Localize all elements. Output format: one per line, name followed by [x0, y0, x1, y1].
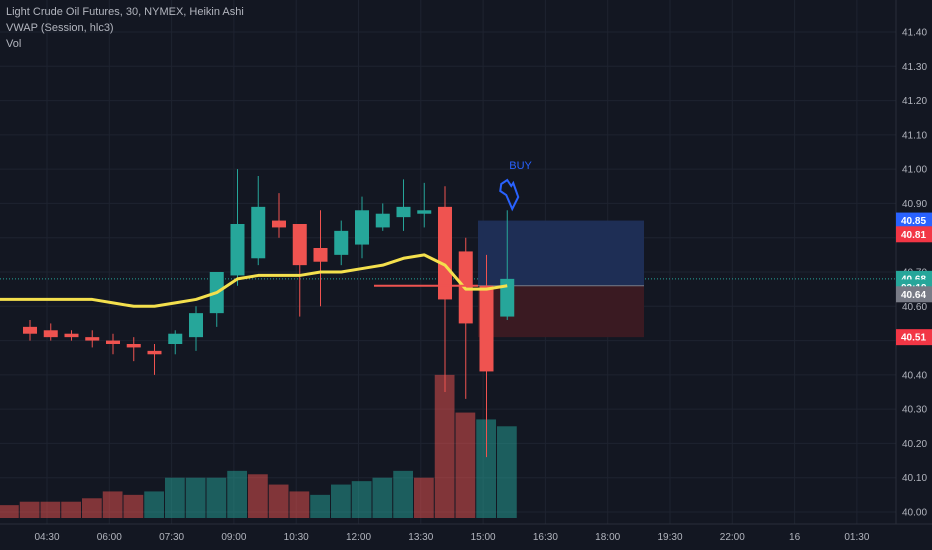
volume-bar	[19, 501, 40, 518]
volume-bar	[414, 477, 434, 518]
vwap-indicator-label[interactable]: VWAP (Session, hlc3)	[6, 22, 114, 34]
time-tick-label: 10:30	[284, 532, 309, 543]
volume-bar	[82, 498, 102, 518]
volume-bar	[40, 501, 61, 518]
candle-body	[292, 224, 307, 266]
candle-body	[147, 350, 162, 355]
time-tick-label: 22:00	[720, 532, 745, 543]
vwap-path	[0, 253, 508, 308]
volume-bar	[248, 474, 268, 518]
volume-bar	[331, 484, 351, 518]
candle-body	[126, 344, 141, 348]
volume-bar	[227, 470, 247, 518]
price-tick-label: 41.40	[902, 28, 927, 39]
time-tick-label: 15:00	[471, 532, 496, 543]
volume-bar	[102, 491, 123, 518]
time-tick-label: 18:00	[595, 532, 620, 543]
price-label-text: 40.85	[901, 216, 926, 227]
time-tick-label: 13:30	[408, 532, 433, 543]
candle-body	[230, 224, 245, 276]
price-tick-label: 40.40	[902, 370, 927, 381]
volume-bar	[0, 505, 19, 518]
candle-body	[85, 337, 100, 341]
time-axis[interactable]: 04:30 06:00 07:30 09:00 10:30 12:00 13:30 15:00…	[0, 523, 932, 543]
buy-annotation[interactable]: BUY	[499, 160, 533, 212]
price-tick-label: 40.00	[902, 508, 927, 519]
volume-bar	[393, 470, 413, 518]
candle-body	[417, 210, 432, 214]
candle-body	[396, 206, 411, 218]
volume-bar	[372, 477, 393, 518]
time-tick-label: 19:30	[657, 532, 682, 543]
volume-bar	[351, 481, 372, 518]
volume-bar	[455, 412, 476, 518]
time-tick-label: 16	[789, 532, 801, 543]
price-label-box	[896, 286, 932, 303]
volume-bar	[268, 484, 289, 518]
price-tick-label: 41.00	[902, 165, 927, 176]
volume-bar	[310, 494, 330, 518]
price-label-text: 40.64	[901, 290, 926, 301]
volume-bars	[0, 374, 517, 518]
chart-legend: Light Crude Oil Futures, 30, NYMEX, Heik…	[6, 4, 244, 52]
candle-body	[355, 210, 369, 245]
target-zone	[478, 220, 644, 286]
candle-body	[334, 230, 349, 255]
time-tick-label: 16:30	[533, 532, 558, 543]
buy-label: BUY	[509, 160, 532, 172]
time-tick-label: 12:00	[346, 532, 371, 543]
price-label-box	[896, 212, 932, 229]
time-tick-label: 04:30	[34, 532, 59, 543]
candle-body	[23, 326, 37, 334]
price-tick-label: 41.10	[902, 130, 927, 141]
symbol-title[interactable]: Light Crude Oil Futures, 30, NYMEX, Heik…	[6, 6, 244, 18]
volume-bar	[165, 477, 185, 518]
candle-body	[375, 213, 390, 228]
volume-bar	[61, 501, 81, 518]
time-tick-label: 06:00	[97, 532, 122, 543]
price-tick-label: 40.60	[902, 302, 927, 313]
price-tick-label: 40.10	[902, 473, 927, 484]
price-label-box	[896, 329, 932, 346]
volume-bar	[497, 426, 517, 518]
candle-body	[168, 333, 183, 344]
candle-body	[106, 340, 120, 344]
volume-bar	[144, 491, 164, 518]
candle-body	[500, 278, 515, 317]
time-tick-label: 01:30	[844, 532, 869, 543]
volume-bar	[434, 374, 455, 518]
candle-body	[43, 330, 58, 338]
candle-body	[479, 285, 494, 372]
price-tick-label: 40.90	[902, 199, 927, 210]
volume-indicator-label[interactable]: Vol	[6, 38, 22, 50]
time-tick-label: 09:00	[221, 532, 246, 543]
candle-body	[64, 333, 79, 338]
price-label-box	[896, 226, 932, 243]
volume-bar	[289, 491, 310, 518]
candle-body	[438, 206, 452, 300]
hand-pointer-icon	[499, 178, 520, 212]
volume-bar	[476, 419, 496, 518]
volume-bar	[185, 477, 206, 518]
price-tick-label: 41.30	[902, 62, 927, 73]
price-tick-label: 40.30	[902, 405, 927, 416]
candlestick-series	[23, 169, 515, 458]
volume-bar	[206, 477, 227, 518]
price-label-text: 40.81	[901, 230, 926, 241]
price-tick-label: 40.20	[902, 439, 927, 450]
volume-bar	[123, 494, 144, 518]
vwap-line	[0, 253, 508, 308]
candle-body	[272, 220, 286, 228]
price-label-text: 40.51	[901, 333, 926, 344]
time-tick-label: 07:30	[159, 532, 184, 543]
candle-body	[189, 313, 203, 338]
candle-body	[251, 206, 266, 259]
candle-body	[313, 248, 328, 262]
price-tick-label: 41.20	[902, 96, 927, 107]
